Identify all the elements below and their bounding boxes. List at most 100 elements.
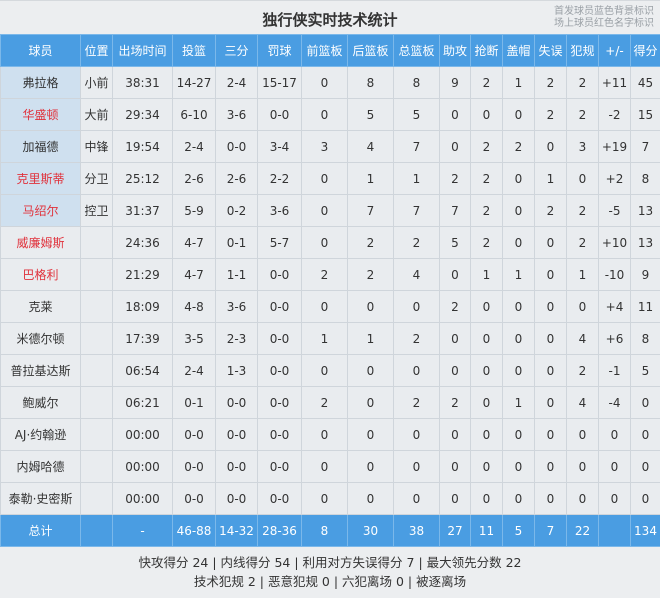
stat-cell: [80, 322, 113, 355]
stat-cell: 2: [534, 66, 567, 99]
stat-cell: -5: [598, 194, 631, 227]
stat-cell: -4: [598, 386, 631, 419]
stat-cell: 0: [502, 482, 535, 515]
stat-cell: 7: [439, 194, 471, 227]
stat-cell: 2: [439, 162, 471, 195]
stat-cell: 0: [301, 162, 348, 195]
stat-cell: 0: [301, 226, 348, 259]
stat-cell: 控卫: [80, 194, 113, 227]
stat-cell: 06:54: [112, 354, 173, 387]
stat-cell: 06:21: [112, 386, 173, 419]
stat-cell: 00:00: [112, 450, 173, 483]
total-row: 总计 -46-88 14-32 28-36 8 30 38 27 11 5 7 22 134: [0, 514, 660, 547]
stat-cell: 1: [470, 258, 503, 291]
stat-cell: 2: [566, 98, 599, 131]
summary-line-1: 快攻得分 24 | 内线得分 54 | 利用对方失误得分 7 | 最大领先分数 …: [138, 555, 522, 570]
stat-cell: [80, 290, 113, 323]
stat-cell: 0-0: [215, 482, 258, 515]
stat-cell: 0: [393, 290, 440, 323]
stat-cell: 19:54: [112, 130, 173, 163]
stat-cell: 0-0: [257, 386, 302, 419]
stat-cell: 2: [470, 162, 503, 195]
stat-cell: 0-0: [215, 386, 258, 419]
stat-cell: 2: [393, 386, 440, 419]
stat-cell: 0: [470, 322, 503, 355]
stat-cell: 38:31: [112, 66, 173, 99]
stat-cell: 0-0: [257, 258, 302, 291]
stat-cell: 3-6: [215, 290, 258, 323]
stat-cell: 0: [534, 418, 567, 451]
stat-cell: 0: [534, 322, 567, 355]
header-row: 球员 位置 出场时间 投篮 三分 罚球 前篮板 后篮板 总篮板 助攻 抢断 盖帽 失误 犯规 +/- 得分: [0, 34, 660, 67]
stat-cell: 3-6: [257, 194, 302, 227]
stat-cell: 4-7: [172, 226, 216, 259]
stat-cell: 0: [566, 482, 599, 515]
stat-cell: 中锋: [80, 130, 113, 163]
stat-cell: 0-0: [172, 482, 216, 515]
stat-cell: 8: [630, 162, 660, 195]
player-name: 马绍尔: [0, 194, 81, 227]
stat-cell: [80, 482, 113, 515]
stat-cell: 2-6: [215, 162, 258, 195]
stat-cell: 21:29: [112, 258, 173, 291]
player-name: 弗拉格: [0, 66, 81, 99]
column-header: 盖帽: [502, 34, 535, 67]
stat-cell: 0: [534, 450, 567, 483]
stat-cell: 0: [301, 66, 348, 99]
stat-cell: 13: [630, 194, 660, 227]
stat-cell: 0: [534, 130, 567, 163]
total-cell: [80, 514, 113, 547]
stat-cell: 7: [393, 130, 440, 163]
stat-cell: 0: [347, 386, 394, 419]
stat-cell: 2: [470, 194, 503, 227]
stat-cell: 0: [439, 258, 471, 291]
stat-cell: 0: [630, 386, 660, 419]
stat-cell: 00:00: [112, 418, 173, 451]
stat-cell: 0: [347, 482, 394, 515]
stat-cell: 0: [347, 354, 394, 387]
stat-cell: 0: [630, 418, 660, 451]
total-cell: [598, 514, 631, 547]
stat-cell: 1: [301, 322, 348, 355]
stat-cell: 18:09: [112, 290, 173, 323]
stat-cell: 15: [630, 98, 660, 131]
stat-cell: [80, 418, 113, 451]
column-header: +/-: [598, 34, 631, 67]
stat-cell: 0: [393, 450, 440, 483]
stat-cell: 2: [393, 322, 440, 355]
stat-cell: 分卫: [80, 162, 113, 195]
player-row: 鲍威尔 06:21 0-1 0-0 0-0 2 0 2 2 0 1 0 4 -4 0: [0, 386, 660, 419]
stat-cell: 4: [347, 130, 394, 163]
stat-cell: 4: [566, 322, 599, 355]
player-row: 米德尔顿 17:39 3-5 2-3 0-0 1 1 2 0 0 0 0 4 +6 8: [0, 322, 660, 355]
stat-cell: 17:39: [112, 322, 173, 355]
player-row: 内姆哈德 00:00 0-0 0-0 0-0 0 0 0 0 0 0 0 0 0 0: [0, 450, 660, 483]
player-name: 鲍威尔: [0, 386, 81, 419]
stat-cell: 3-4: [257, 130, 302, 163]
column-header: 犯规: [566, 34, 599, 67]
stat-cell: -10: [598, 258, 631, 291]
total-cell: 22: [566, 514, 599, 547]
column-header: 得分: [630, 34, 660, 67]
stat-cell: +6: [598, 322, 631, 355]
stat-cell: 1-3: [215, 354, 258, 387]
stat-cell: 2-2: [257, 162, 302, 195]
stat-cell: 1: [347, 162, 394, 195]
stat-cell: 0-0: [257, 450, 302, 483]
stat-cell: 24:36: [112, 226, 173, 259]
stat-cell: 0: [470, 450, 503, 483]
stat-cell: 0: [439, 482, 471, 515]
stat-cell: 6-10: [172, 98, 216, 131]
total-cell: 11: [470, 514, 503, 547]
stat-cell: 1: [393, 162, 440, 195]
stat-cell: [80, 450, 113, 483]
stat-cell: 2: [393, 226, 440, 259]
stat-cell: [80, 386, 113, 419]
player-row: 弗拉格 小前 38:31 14-27 2-4 15-17 0 8 8 9 2 1 2 2 +11 45: [0, 66, 660, 99]
stat-cell: 0-0: [257, 322, 302, 355]
column-header: 球员: [0, 34, 81, 67]
stat-cell: 0: [534, 354, 567, 387]
stat-cell: 0: [301, 418, 348, 451]
stat-cell: +19: [598, 130, 631, 163]
stat-cell: 0-0: [257, 354, 302, 387]
